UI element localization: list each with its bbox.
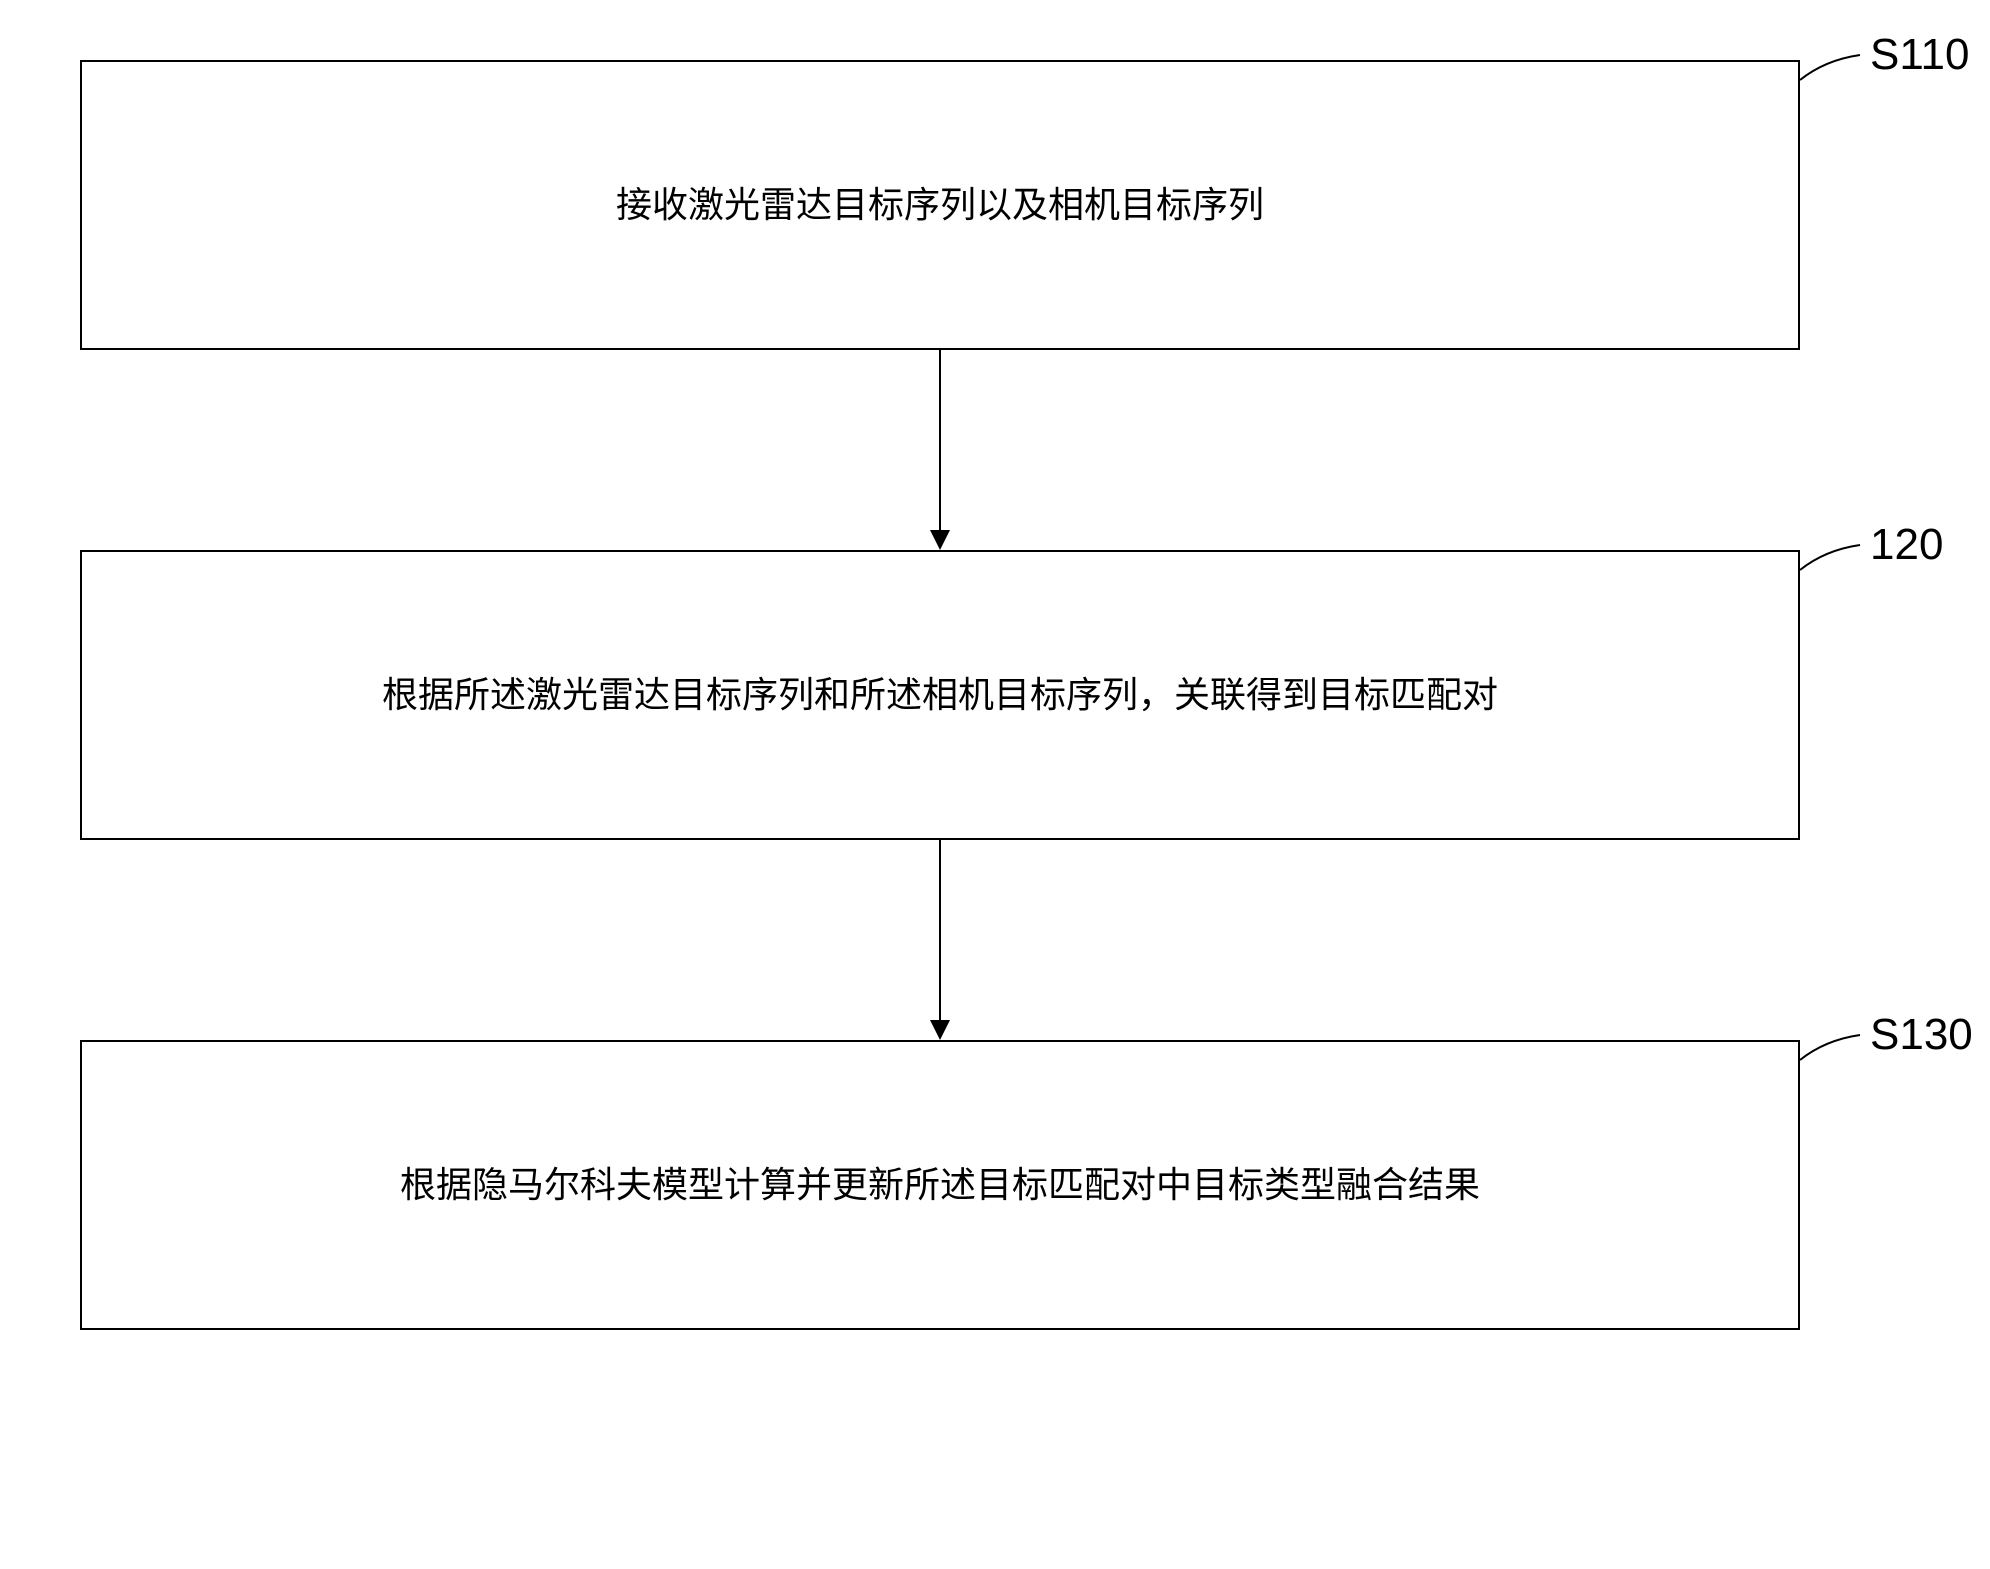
- box-3-text: 根据隐马尔科夫模型计算并更新所述目标匹配对中目标类型融合结果: [380, 1158, 1500, 1212]
- leader-line-3: [80, 60, 1910, 1160]
